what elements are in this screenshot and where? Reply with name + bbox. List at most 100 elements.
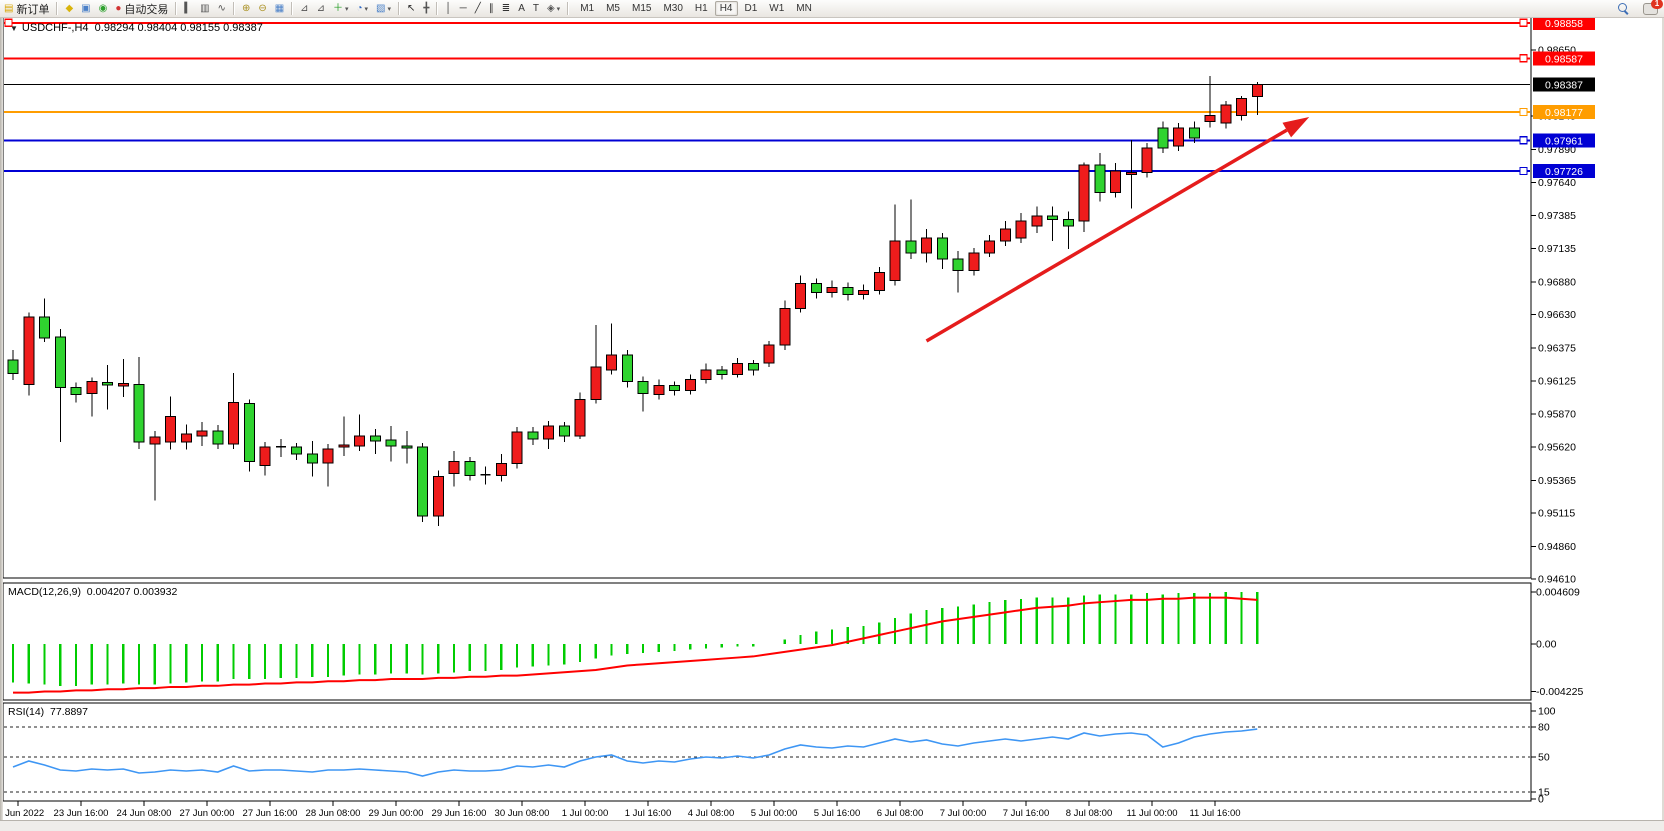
template-selector-icon[interactable]: ▧ ▾: [372, 1, 395, 16]
crosshair-icon[interactable]: ╋: [419, 1, 433, 16]
add-indicator-icon[interactable]: ＋ ▾: [329, 1, 353, 16]
auto-scroll-icon[interactable]: ⊿: [296, 1, 312, 16]
period-selector-dropdown-icon[interactable]: ▾: [364, 5, 369, 13]
hline-left-marker-0.98858[interactable]: [4, 18, 13, 27]
candle-body-up: [732, 363, 743, 376]
hline-marker-0.98858[interactable]: [1519, 18, 1528, 27]
hline-0.97726-badge-text: 0.97726: [1545, 166, 1583, 178]
window-bottom-edge[interactable]: [0, 820, 1664, 831]
chart-dropdown-caret[interactable]: ▼: [10, 24, 18, 33]
candle-body-up: [826, 287, 838, 293]
new-order-button[interactable]: ▤ 新订单: [0, 1, 53, 16]
candle-body-up: [684, 379, 696, 392]
template-selector-dropdown-icon[interactable]: ▾: [387, 5, 391, 13]
candle-body-up: [1125, 172, 1137, 176]
bar-chart-icon[interactable]: ▍: [180, 1, 196, 16]
time-label: 4 Jul 08:00: [688, 808, 734, 819]
main-price-pane[interactable]: [2, 16, 1532, 579]
zoom-out-icon[interactable]: ⊖: [254, 1, 270, 16]
toolbar-separator: [175, 2, 178, 15]
timeframe-h4-button[interactable]: H4: [714, 1, 738, 16]
hline-marker-0.97961[interactable]: [1519, 136, 1528, 145]
horizontal-line-icon[interactable]: ─: [456, 1, 471, 16]
price-tick-label: 0.97640: [1538, 177, 1576, 189]
fibonacci-icon[interactable]: ≣: [498, 1, 514, 16]
window-left-edge: [0, 17, 3, 820]
hline-marker-0.97726[interactable]: [1519, 166, 1528, 176]
chart-shift-icon: ⊿: [316, 3, 325, 14]
chart-ohlc-values: 0.98294 0.98404 0.98155 0.98387: [94, 22, 263, 34]
candle-body-up: [448, 461, 460, 475]
candle-body-up: [23, 316, 35, 386]
timeframe-d1-button[interactable]: D1: [744, 3, 758, 14]
zoom-in-icon: ⊕: [241, 3, 251, 14]
shapes-icon: ◈: [546, 3, 555, 14]
candlestick-chart-icon[interactable]: ▥: [196, 1, 213, 16]
text-label-icon[interactable]: T: [529, 1, 543, 16]
search-icon[interactable]: [1618, 3, 1629, 15]
candle-body-up: [1031, 215, 1043, 227]
line-chart-icon[interactable]: ∿: [214, 1, 230, 16]
timeframe-m1-button[interactable]: M1: [580, 3, 595, 14]
price-tick-label: 0.95620: [1538, 441, 1576, 453]
period-selector-icon[interactable]: ◔ ▾: [352, 1, 372, 16]
hline-0.98858-badge: [1533, 15, 1595, 30]
market-watch-icon[interactable]: ▣: [77, 1, 94, 16]
timeframe-mn-button[interactable]: MN: [796, 3, 812, 14]
hline-marker-0.98587[interactable]: [1519, 54, 1528, 63]
chart-shift-icon[interactable]: ⊿: [313, 1, 329, 16]
timeframe-m15-button[interactable]: M15: [632, 3, 652, 14]
price-tick-label: 0.94610: [1538, 574, 1576, 586]
timeframe-w1-button[interactable]: W1: [769, 3, 785, 14]
toolbar-separator: [398, 2, 400, 15]
equidistant-channel-icon[interactable]: ∥: [485, 1, 498, 16]
text-icon[interactable]: A: [514, 1, 529, 16]
shapes-dropdown-icon[interactable]: ▾: [556, 5, 561, 13]
candle-body-down: [70, 387, 82, 396]
candle-body-up: [779, 307, 791, 346]
trendline-icon: ╱: [474, 3, 481, 14]
vertical-line-icon[interactable]: │: [441, 1, 455, 16]
indicators-list-icon[interactable]: ◆: [61, 1, 77, 16]
shapes-icon[interactable]: ◈ ▾: [543, 1, 564, 16]
cursor-icon[interactable]: ↖: [403, 1, 419, 16]
add-indicator-dropdown-icon[interactable]: ▾: [344, 5, 349, 13]
hline-0.98858-badge-text: 0.98858: [1545, 18, 1583, 30]
candle-body-up: [543, 425, 554, 440]
candle-body-up: [196, 430, 208, 437]
hline-0.97726-badge: [1533, 164, 1595, 179]
zoom-in-icon[interactable]: ⊕: [238, 1, 254, 16]
hline-marker-0.98177[interactable]: [1519, 107, 1528, 117]
time-label: 29 Jun 16:00: [432, 808, 487, 819]
timeframe-m5-button[interactable]: M5: [606, 3, 620, 14]
tile-windows-icon[interactable]: ▦: [271, 1, 288, 16]
notification-icon[interactable]: 1: [1643, 0, 1663, 15]
candle-body-down: [39, 316, 50, 339]
trend-arrow-head[interactable]: [1282, 116, 1310, 138]
hline-0.98177-badge-text: 0.98177: [1545, 107, 1583, 119]
toolbar-separator: [291, 2, 294, 15]
timeframe-h1-button[interactable]: H1: [694, 3, 708, 14]
candle-body-up: [432, 476, 444, 517]
macd-pane[interactable]: [2, 582, 1532, 701]
equidistant-channel-icon: ∥: [488, 3, 494, 14]
trendline-icon[interactable]: ╱: [471, 1, 485, 16]
candle-body-down: [810, 283, 822, 293]
candle-body-up: [149, 436, 161, 445]
time-label: 8 Jul 08:00: [1066, 808, 1112, 819]
rsi-pane[interactable]: [2, 702, 1532, 802]
timeframe-m30-button[interactable]: M30: [663, 3, 683, 14]
signals-icon[interactable]: ◉: [95, 1, 112, 16]
time-label: 7 Jul 00:00: [940, 808, 986, 819]
time-label: 29 Jun 00:00: [369, 808, 424, 819]
horizontal-line-icon: ─: [459, 3, 467, 14]
auto-trading-button[interactable]: ● 自动交易: [111, 1, 172, 16]
trend-arrow-line[interactable]: [925, 128, 1288, 343]
candle-body-down: [54, 336, 66, 389]
candle-body-down: [1094, 164, 1106, 194]
price-tick-label: 0.97135: [1538, 243, 1576, 255]
time-label: 1 Jul 00:00: [562, 808, 608, 819]
candle-body-up: [259, 446, 271, 467]
